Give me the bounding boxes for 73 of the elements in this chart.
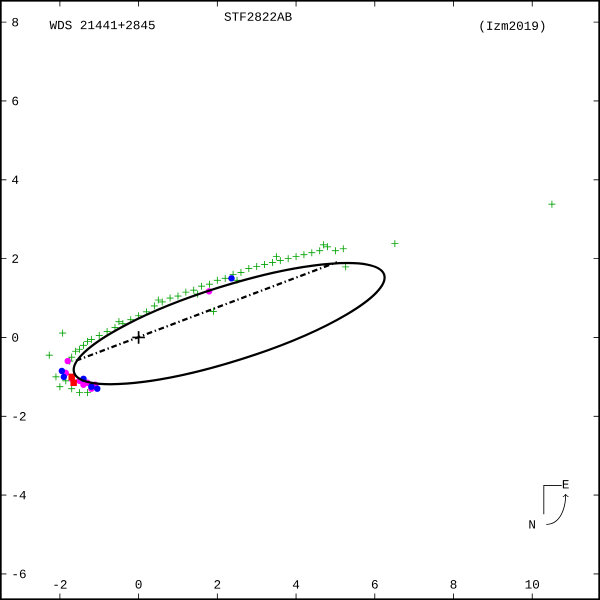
point <box>70 380 77 386</box>
point <box>331 246 340 255</box>
point <box>131 330 146 345</box>
point <box>292 252 300 261</box>
point <box>95 332 104 340</box>
x-tick-label: 8 <box>450 580 456 589</box>
point <box>213 276 222 284</box>
x-tick-label: 0 <box>136 580 142 589</box>
point <box>244 264 253 272</box>
point <box>56 382 64 391</box>
x-tick-label: 2 <box>214 580 220 589</box>
point <box>76 345 84 354</box>
point <box>228 275 235 282</box>
point <box>80 382 87 388</box>
y-tick-label: -4 <box>13 490 26 500</box>
point <box>58 329 67 338</box>
point <box>190 286 198 294</box>
x-tick-label: -2 <box>54 580 67 589</box>
point <box>206 280 214 288</box>
point <box>316 246 324 255</box>
point <box>94 385 100 392</box>
annotation: E <box>562 480 569 488</box>
point <box>182 288 190 296</box>
point <box>209 308 218 316</box>
point <box>221 274 230 282</box>
y-tick-label: 4 <box>12 176 18 184</box>
annotation: WDS 21441+2845 <box>50 20 155 30</box>
y-tick-label: 8 <box>12 18 18 26</box>
point <box>284 254 292 263</box>
y-tick-label: -6 <box>13 570 26 578</box>
point <box>154 296 162 304</box>
point <box>72 347 80 356</box>
point <box>103 328 112 336</box>
point <box>308 248 316 257</box>
point <box>84 337 92 346</box>
annotation: N <box>529 520 535 529</box>
point <box>52 372 60 381</box>
point <box>158 298 166 306</box>
point <box>300 250 308 259</box>
point <box>174 292 182 300</box>
annotation: (Izm2019) <box>480 20 544 32</box>
x-tick-label: 10 <box>526 580 540 589</box>
point <box>324 242 332 251</box>
point <box>268 258 276 266</box>
x-tick-label: 4 <box>292 580 300 589</box>
point <box>115 318 123 326</box>
y-tick-label: 2 <box>12 254 18 263</box>
y-tick-label: 0 <box>12 333 18 342</box>
point <box>320 240 328 249</box>
point <box>252 262 261 270</box>
point <box>80 341 88 350</box>
y-tick-label: -2 <box>13 412 26 420</box>
point <box>150 302 158 310</box>
point <box>260 260 268 268</box>
point <box>64 358 71 364</box>
point <box>339 244 348 253</box>
x-tick-label: 6 <box>372 580 378 589</box>
point <box>166 294 174 302</box>
point <box>198 282 206 290</box>
point <box>60 374 68 380</box>
point <box>276 256 284 265</box>
text: STF2822AB <box>224 12 292 21</box>
point <box>548 200 556 208</box>
point <box>390 240 399 248</box>
y-tick-label: 6 <box>12 96 18 106</box>
point <box>58 368 66 374</box>
point <box>237 268 245 276</box>
point <box>68 353 76 362</box>
point <box>76 388 84 397</box>
point <box>84 388 92 397</box>
point <box>45 351 54 360</box>
point <box>272 252 280 261</box>
point <box>87 335 96 344</box>
